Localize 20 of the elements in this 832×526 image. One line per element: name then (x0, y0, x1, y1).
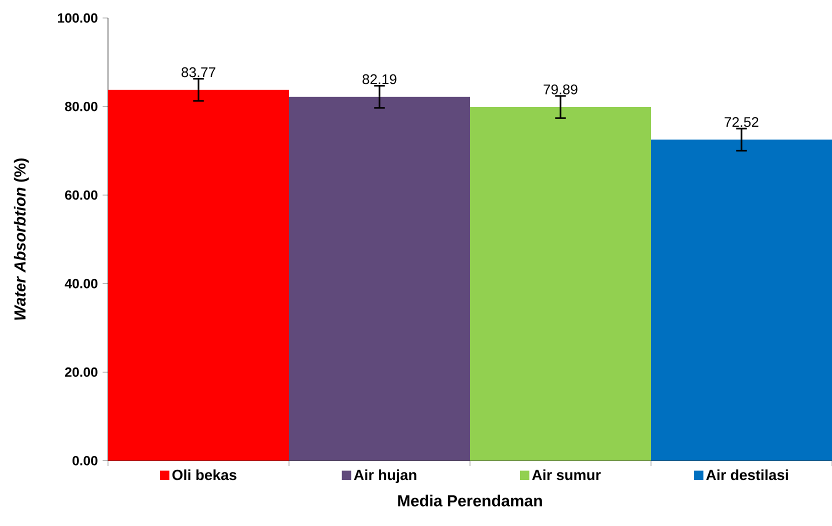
y-tick-label: 60.00 (65, 190, 98, 200)
data-label: 72.52 (724, 117, 758, 127)
x-tick-label: Air destilasi (706, 469, 788, 480)
x-tick-label: Oli bekas (172, 469, 236, 480)
x-tick-label: Air sumur (532, 469, 601, 480)
data-label: 82.19 (362, 74, 396, 84)
x-axis-title: Media Perendaman (398, 494, 542, 506)
bar (108, 90, 289, 461)
y-tick-label: 40.00 (64, 278, 98, 288)
data-label: 79.89 (544, 84, 578, 94)
y-tick-label: 100.00 (58, 13, 98, 23)
x-tick-label: Air hujan (354, 469, 416, 484)
bar (289, 96, 470, 461)
y-axis-title: Water Absorbtion (%) (14, 158, 29, 320)
y-tick-label: 80.00 (65, 102, 98, 112)
bar (651, 140, 832, 461)
bar (470, 107, 651, 461)
y-tick-label: 0.00 (72, 456, 98, 466)
data-label: 83.77 (182, 67, 216, 78)
y-tick-label: 20.00 (65, 367, 98, 377)
